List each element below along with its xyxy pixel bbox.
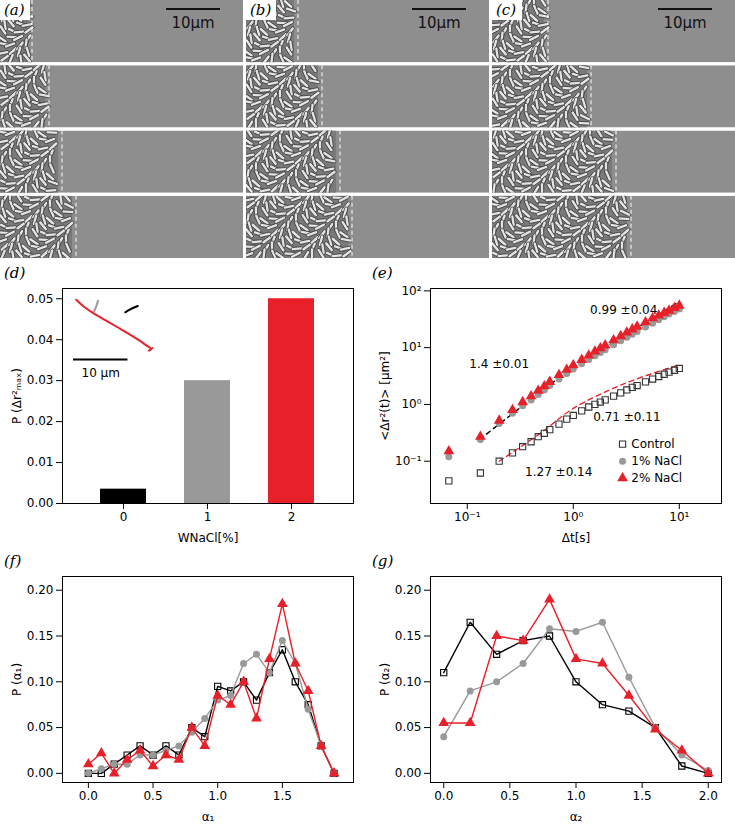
svg-text:0.71 ±0.11: 0.71 ±0.11 <box>593 410 660 424</box>
svg-text:0.05: 0.05 <box>27 292 54 306</box>
html-text:(d): (d) <box>4 264 26 282</box>
svg-text:1.5: 1.5 <box>273 789 292 803</box>
svg-text:P (α₂): P (α₂) <box>378 663 392 696</box>
svg-text:Δt[s]: Δt[s] <box>562 531 591 545</box>
svg-text:0.5: 0.5 <box>143 789 162 803</box>
svg-text:10¹: 10¹ <box>401 340 421 354</box>
svg-text:0.05: 0.05 <box>395 720 422 734</box>
svg-text:1.27 ±0.14: 1.27 ±0.14 <box>525 465 592 479</box>
svg-text:0.00: 0.00 <box>395 766 422 780</box>
svg-text:0.00: 0.00 <box>27 766 54 780</box>
svg-text:1.5: 1.5 <box>633 789 652 803</box>
svg-text:0.10: 0.10 <box>395 675 422 689</box>
svg-text:WNaCl[%]: WNaCl[%] <box>178 531 239 545</box>
svg-text:0.15: 0.15 <box>395 629 422 643</box>
svg-text:<Δr²(t)> [μm²]: <Δr²(t)> [μm²] <box>378 351 392 440</box>
svg-text:10μm: 10μm <box>171 14 214 32</box>
svg-text:10μm: 10μm <box>417 14 460 32</box>
svg-text:2% NaCl: 2% NaCl <box>631 471 682 485</box>
svg-text:0.03: 0.03 <box>27 373 54 387</box>
svg-text:P (Δr²ₘₐₓ): P (Δr²ₘₐₓ) <box>10 368 24 424</box>
svg-text:α₁: α₁ <box>202 810 215 824</box>
svg-text:0.05: 0.05 <box>27 720 54 734</box>
svg-text:0.0: 0.0 <box>79 789 98 803</box>
svg-text:10⁰: 10⁰ <box>401 397 421 411</box>
html-text:(f): (f) <box>4 552 22 570</box>
svg-text:(a): (a) <box>4 1 25 19</box>
svg-text:1.4 ±0.01: 1.4 ±0.01 <box>469 357 529 371</box>
svg-text:0.20: 0.20 <box>395 583 422 597</box>
svg-text:2.0: 2.0 <box>699 789 718 803</box>
svg-text:0.5: 0.5 <box>500 789 519 803</box>
svg-text:P (α₁): P (α₁) <box>10 663 24 696</box>
svg-text:2: 2 <box>288 510 296 524</box>
svg-text:1.0: 1.0 <box>566 789 585 803</box>
svg-text:1.0: 1.0 <box>208 789 227 803</box>
svg-text:Control: Control <box>631 437 674 451</box>
svg-text:0.10: 0.10 <box>27 675 54 689</box>
svg-text:10⁻¹: 10⁻¹ <box>395 454 422 468</box>
svg-text:(b): (b) <box>250 1 271 19</box>
svg-text:10¹: 10¹ <box>669 510 689 524</box>
svg-text:0.0: 0.0 <box>434 789 453 803</box>
svg-text:0.04: 0.04 <box>27 333 54 347</box>
svg-text:10⁻¹: 10⁻¹ <box>454 510 481 524</box>
svg-text:10²: 10² <box>401 284 421 298</box>
svg-text:0.15: 0.15 <box>27 629 54 643</box>
svg-text:0.00: 0.00 <box>27 496 54 510</box>
svg-text:1: 1 <box>204 510 212 524</box>
svg-text:1% NaCl: 1% NaCl <box>631 454 682 468</box>
svg-text:0.20: 0.20 <box>27 583 54 597</box>
svg-text:0.02: 0.02 <box>27 414 54 428</box>
svg-text:0: 0 <box>120 510 128 524</box>
html-text:(e): (e) <box>372 264 393 282</box>
svg-text:(c): (c) <box>496 1 516 19</box>
svg-text:10⁰: 10⁰ <box>563 510 583 524</box>
svg-text:0.01: 0.01 <box>27 455 54 469</box>
svg-text:10 μm: 10 μm <box>82 366 120 380</box>
svg-text:α₂: α₂ <box>570 810 583 824</box>
svg-text:0.99 ±0.04: 0.99 ±0.04 <box>590 303 657 317</box>
html-text:(g): (g) <box>372 552 394 570</box>
svg-text:10μm: 10μm <box>663 14 706 32</box>
